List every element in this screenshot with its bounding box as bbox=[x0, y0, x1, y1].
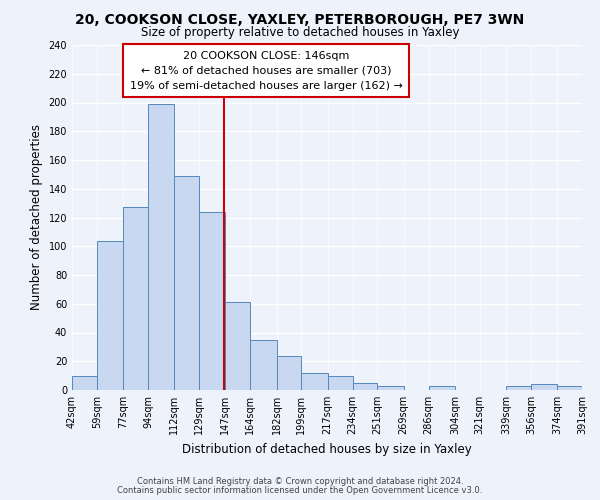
Bar bbox=[353, 383, 377, 390]
Text: Contains HM Land Registry data © Crown copyright and database right 2024.: Contains HM Land Registry data © Crown c… bbox=[137, 477, 463, 486]
Text: 20, COOKSON CLOSE, YAXLEY, PETERBOROUGH, PE7 3WN: 20, COOKSON CLOSE, YAXLEY, PETERBOROUGH,… bbox=[76, 12, 524, 26]
X-axis label: Distribution of detached houses by size in Yaxley: Distribution of detached houses by size … bbox=[182, 442, 472, 456]
Bar bbox=[328, 376, 353, 390]
Text: 20 COOKSON CLOSE: 146sqm
← 81% of detached houses are smaller (703)
19% of semi-: 20 COOKSON CLOSE: 146sqm ← 81% of detach… bbox=[130, 51, 403, 90]
Bar bbox=[557, 386, 582, 390]
Bar bbox=[277, 356, 301, 390]
Y-axis label: Number of detached properties: Number of detached properties bbox=[30, 124, 43, 310]
Bar bbox=[148, 104, 174, 390]
Bar bbox=[199, 212, 226, 390]
Bar bbox=[301, 373, 328, 390]
Bar bbox=[531, 384, 557, 390]
Bar bbox=[174, 176, 199, 390]
Bar bbox=[97, 240, 123, 390]
Bar bbox=[123, 208, 148, 390]
Bar bbox=[428, 386, 455, 390]
Bar bbox=[226, 302, 250, 390]
Bar bbox=[377, 386, 404, 390]
Bar bbox=[72, 376, 97, 390]
Text: Contains public sector information licensed under the Open Government Licence v3: Contains public sector information licen… bbox=[118, 486, 482, 495]
Bar bbox=[506, 386, 531, 390]
Text: Size of property relative to detached houses in Yaxley: Size of property relative to detached ho… bbox=[141, 26, 459, 39]
Bar bbox=[250, 340, 277, 390]
